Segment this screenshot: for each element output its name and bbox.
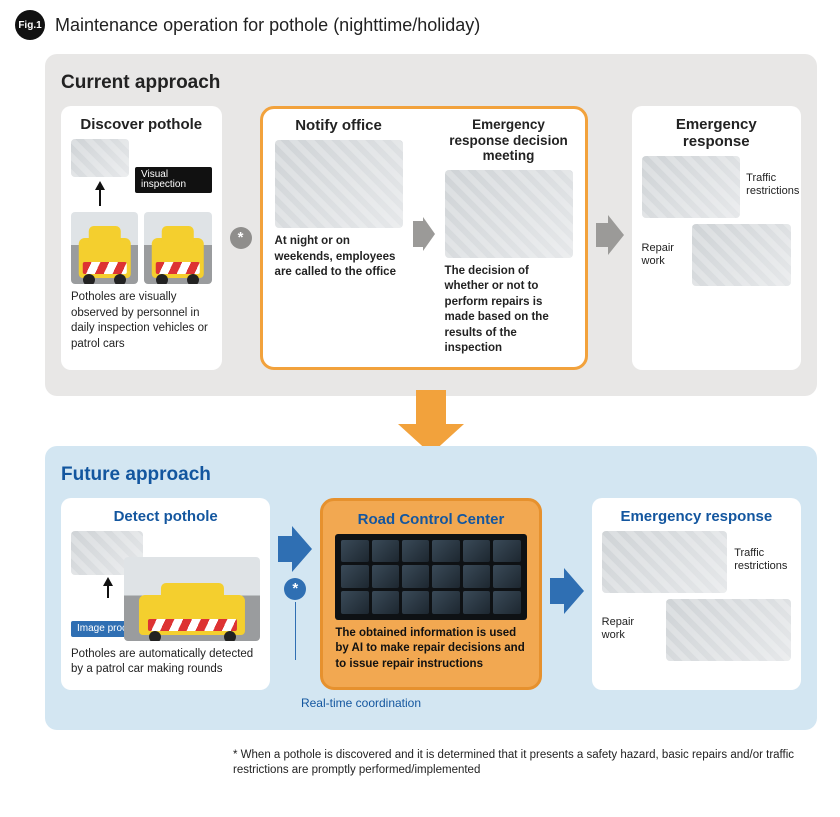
card-title: Emergency response xyxy=(642,116,791,150)
card-notify-office: Notify office At night or on weekends, e… xyxy=(271,117,407,357)
patrol-car-illustration xyxy=(144,212,211,284)
figure-number-badge: Fig.1 xyxy=(15,10,45,40)
card-desc: Potholes are visually observed by person… xyxy=(71,290,212,352)
connector-line xyxy=(107,586,109,598)
arrow-right-icon xyxy=(550,568,584,619)
asterisk-icon: * xyxy=(284,578,306,600)
card-discover-pothole: Discover pothole Visual inspection xyxy=(61,106,222,370)
card-detect-pothole: Detect pothole Image processing Potholes… xyxy=(61,498,270,690)
emergency-response-images: Traffic restrictions Repair work xyxy=(642,156,791,286)
visual-inspection-badge: Visual inspection xyxy=(135,167,212,193)
current-approach-panel: Current approach Discover pothole Visual… xyxy=(45,54,817,396)
arrow-right-icon xyxy=(278,526,312,572)
connector-line xyxy=(295,602,296,660)
traffic-restrictions-photo-placeholder xyxy=(642,156,741,218)
patrol-car-illustration xyxy=(124,557,260,641)
repair-work-photo-placeholder xyxy=(692,224,791,286)
connector xyxy=(103,577,113,598)
card-emergency-response-future: Emergency response Traffic restrictions … xyxy=(592,498,801,690)
asterisk-icon: * xyxy=(230,227,252,249)
card-desc: The obtained information is used by AI t… xyxy=(335,626,526,673)
big-down-arrow xyxy=(45,390,817,454)
meeting-room-photo-placeholder xyxy=(445,170,573,258)
figure-header: Fig.1 Maintenance operation for pothole … xyxy=(15,10,825,40)
card-title: Road Control Center xyxy=(335,511,526,528)
footnote: * When a pothole is discovered and it is… xyxy=(233,748,817,779)
card-title: Notify office xyxy=(275,117,403,134)
up-arrow-icon xyxy=(103,577,113,586)
pothole-photo-placeholder xyxy=(71,139,129,177)
patrol-car-illustration xyxy=(71,212,138,284)
orange-group-current: Notify office At night or on weekends, e… xyxy=(260,106,588,370)
control-room-screens xyxy=(335,534,526,620)
traffic-restrictions-label: Traffic restrictions xyxy=(734,547,791,573)
card-title: Detect pothole xyxy=(71,508,260,525)
arrow-right-icon xyxy=(596,215,624,260)
card-title: Emergency response decision meeting xyxy=(445,117,573,164)
traffic-restrictions-label: Traffic restrictions xyxy=(746,172,791,198)
connector-line xyxy=(99,190,101,206)
current-row: Discover pothole Visual inspection xyxy=(61,106,801,370)
current-approach-label: Current approach xyxy=(61,72,801,94)
card-desc: The decision of whether or not to perfor… xyxy=(445,264,573,357)
arrow-and-asterisk: * xyxy=(278,526,312,662)
card-road-control-center: Road Control Center The obtained informa… xyxy=(320,498,541,690)
card-desc: Potholes are automatically detected by a… xyxy=(71,647,260,678)
card-emergency-response: Emergency response Traffic restrictions … xyxy=(632,106,801,370)
card-title: Discover pothole xyxy=(71,116,212,133)
card-title: Emergency response xyxy=(602,508,791,525)
repair-work-label: Repair work xyxy=(642,242,687,268)
up-arrow-icon xyxy=(95,181,105,190)
arrow-right-icon xyxy=(413,217,435,256)
future-row: Detect pothole Image processing Potholes… xyxy=(61,498,801,690)
future-approach-label: Future approach xyxy=(61,464,801,486)
future-approach-panel: Future approach Detect pothole Image pro… xyxy=(45,446,817,730)
figure-title: Maintenance operation for pothole (night… xyxy=(55,15,480,36)
emergency-response-images: Traffic restrictions Repair work xyxy=(602,531,791,661)
repair-work-photo-placeholder xyxy=(666,599,791,661)
realtime-coordination-label: Real-time coordination xyxy=(0,696,801,710)
traffic-restrictions-photo-placeholder xyxy=(602,531,727,593)
card-decision-meeting: Emergency response decision meeting The … xyxy=(441,117,577,357)
down-arrow-icon xyxy=(398,390,464,454)
office-building-photo-placeholder xyxy=(275,140,403,228)
card-desc: At night or on weekends, employees are c… xyxy=(275,234,403,281)
asterisk-marker: * xyxy=(230,227,252,249)
repair-work-label: Repair work xyxy=(602,616,659,642)
